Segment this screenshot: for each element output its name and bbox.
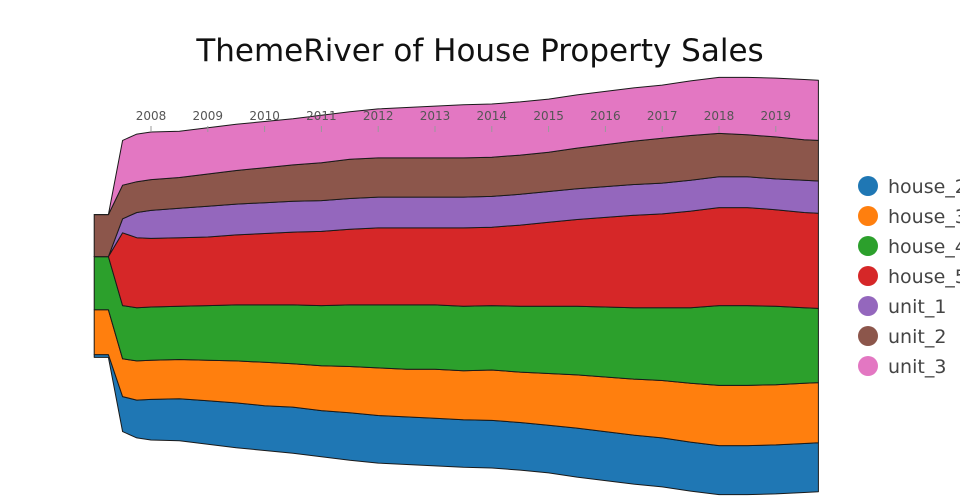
legend-label-unit-3[interactable]: unit_3 xyxy=(888,356,946,378)
stream-unit-3[interactable] xyxy=(93,76,819,216)
x-tick-label: 2013 xyxy=(420,109,451,123)
legend-marker-house-3[interactable] xyxy=(858,206,878,226)
x-tick-label: 2010 xyxy=(249,109,280,123)
x-tick-label: 2012 xyxy=(363,109,394,123)
stream-layers xyxy=(93,76,819,496)
x-tick-label: 2015 xyxy=(533,109,564,123)
x-tick-label: 2014 xyxy=(477,109,508,123)
legend-marker-unit-1[interactable] xyxy=(858,296,878,316)
legend-label-house-5[interactable]: house_5 xyxy=(888,266,960,288)
x-tick-label: 2008 xyxy=(136,109,167,123)
chart-title: ThemeRiver of House Property Sales xyxy=(196,33,764,69)
legend-label-unit-2[interactable]: unit_2 xyxy=(888,326,946,348)
legend: house_2 house_3 house_4 house_5 unit_1 unit_2… xyxy=(858,176,960,378)
legend-label-house-3[interactable]: house_3 xyxy=(888,206,960,228)
legend-marker-unit-2[interactable] xyxy=(858,326,878,346)
x-tick-label: 2018 xyxy=(704,109,735,123)
legend-label-house-2[interactable]: house_2 xyxy=(888,176,960,198)
legend-label-house-4[interactable]: house_4 xyxy=(888,236,960,258)
legend-marker-house-4[interactable] xyxy=(858,236,878,256)
legend-marker-house-2[interactable] xyxy=(858,176,878,196)
x-tick-label: 2016 xyxy=(590,109,621,123)
legend-marker-house-5[interactable] xyxy=(858,266,878,286)
x-tick-label: 2017 xyxy=(647,109,678,123)
x-tick-label: 2009 xyxy=(193,109,224,123)
legend-marker-unit-3[interactable] xyxy=(858,356,878,376)
x-tick-label: 2011 xyxy=(306,109,337,123)
legend-label-unit-1[interactable]: unit_1 xyxy=(888,296,946,318)
x-axis-ticks: 2008 2009 2010 2011 2012 2013 2014 2015 2016 2017… xyxy=(136,109,791,132)
x-tick-label: 2019 xyxy=(761,109,792,123)
